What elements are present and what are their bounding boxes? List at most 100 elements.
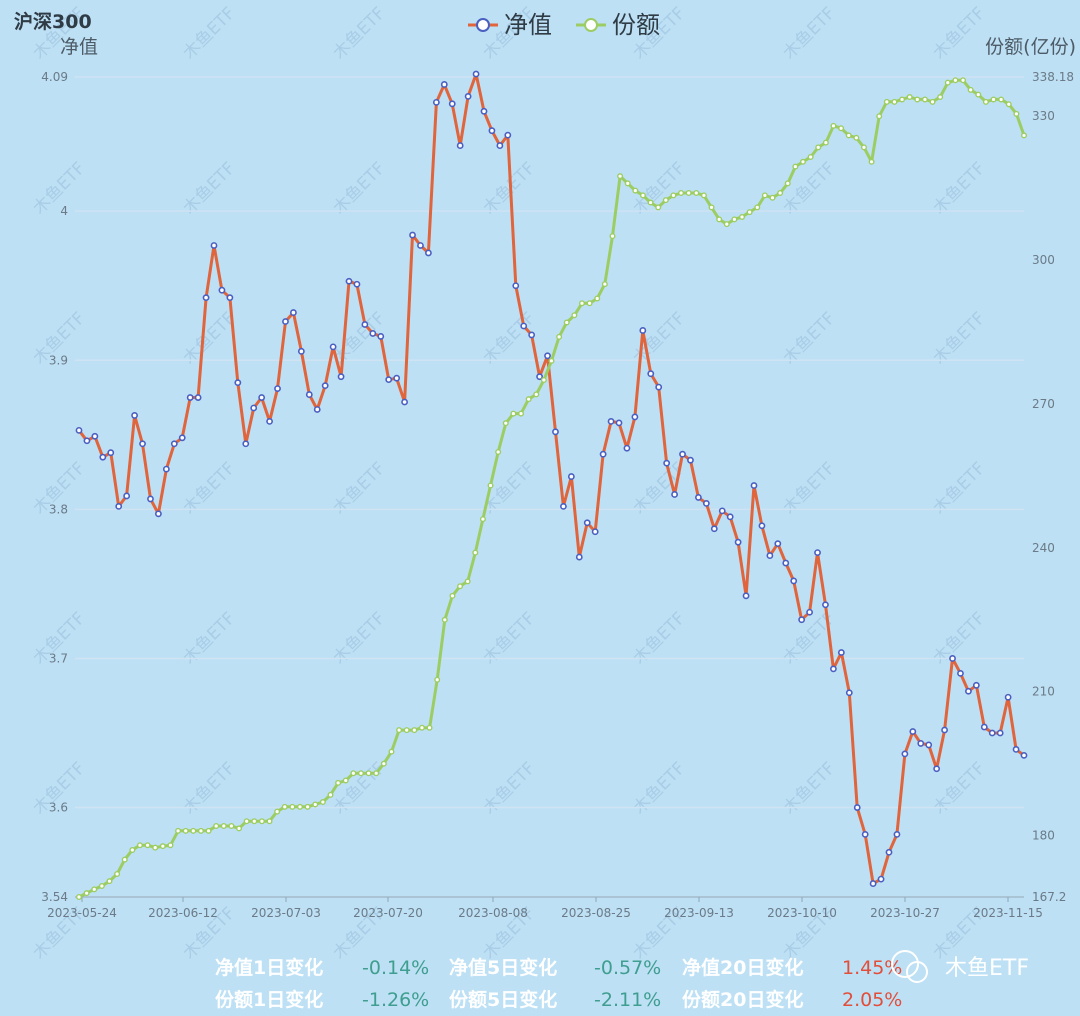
data-point-份额 [921, 96, 928, 103]
data-point-净值 [591, 528, 599, 536]
right-tick-label: 240 [1032, 541, 1055, 555]
watermark-text: 木鱼ETF [479, 758, 539, 818]
data-point-净值 [917, 740, 925, 747]
data-point-净值 [162, 465, 170, 473]
data-point-份额 [540, 377, 547, 384]
left-tick-label: 3.7 [49, 651, 68, 665]
data-point-份额 [944, 79, 951, 86]
data-point-份额 [678, 189, 685, 196]
data-point-净值 [758, 522, 766, 530]
watermark-text: 木鱼ETF [329, 608, 389, 668]
data-point-净值 [297, 347, 305, 355]
data-point-净值 [615, 419, 623, 427]
data-point-净值 [607, 417, 615, 425]
left-tick-label: 3.54 [41, 890, 68, 904]
data-point-净值 [996, 729, 1004, 737]
data-point-净值 [480, 107, 488, 115]
data-point-份额 [83, 890, 90, 897]
data-point-净值 [337, 373, 345, 381]
data-point-份额 [594, 295, 601, 302]
data-point-份额 [426, 724, 433, 731]
data-point-份额 [822, 139, 829, 146]
data-point-净值 [925, 741, 933, 749]
data-point-净值 [885, 848, 893, 856]
x-tick-label: 2023-09-13 [664, 906, 734, 920]
data-point-净值 [155, 510, 162, 518]
data-point-净值 [266, 417, 273, 425]
data-point-份额 [213, 823, 220, 830]
legend[interactable]: 净值 份额 [468, 11, 660, 39]
data-point-份额 [655, 204, 662, 211]
data-point-净值 [822, 601, 829, 609]
data-point-份额 [617, 173, 624, 180]
data-point-净值 [893, 830, 901, 838]
data-point-份额 [121, 856, 128, 863]
data-point-份额 [152, 844, 159, 851]
data-point-净值 [941, 726, 948, 734]
watermark-text: 木鱼ETF [479, 608, 539, 668]
data-point-份额 [632, 187, 639, 194]
data-point-净值 [814, 549, 821, 556]
data-point-净值 [766, 552, 774, 559]
data-point-份额 [243, 818, 250, 825]
data-point-份额 [670, 192, 677, 199]
data-point-净值 [425, 249, 432, 257]
data-point-份额 [297, 803, 304, 810]
data-point-净值 [830, 665, 837, 673]
data-point-份额 [342, 777, 349, 784]
data-point-份额 [335, 779, 342, 786]
data-point-份额 [952, 77, 959, 84]
data-point-份额 [799, 158, 806, 165]
watermark-text: 木鱼ETF [179, 608, 239, 668]
data-point-净值 [194, 394, 202, 401]
data-point-份额 [716, 216, 723, 223]
stat-label: 份额20日变化 [682, 988, 803, 1011]
legend-item-净值[interactable]: 净值 [468, 11, 552, 39]
data-point-份额 [388, 748, 395, 755]
data-point-净值 [345, 277, 353, 285]
data-point-净值 [1012, 746, 1020, 753]
data-point-净值 [83, 437, 91, 445]
legend-item-份额[interactable]: 份额 [576, 11, 660, 39]
data-point-净值 [631, 413, 639, 421]
data-point-净值 [949, 655, 956, 662]
legend-marker [476, 18, 490, 32]
data-point-净值 [226, 294, 234, 302]
data-point-份额 [144, 842, 151, 849]
data-point-净值 [845, 689, 853, 697]
data-point-份额 [91, 886, 98, 893]
data-point-份额 [434, 676, 441, 683]
data-point-份额 [876, 113, 883, 120]
right-tick-label: 270 [1032, 397, 1055, 411]
data-point-净值 [837, 649, 845, 656]
data-point-份额 [761, 192, 768, 199]
stat-value: -0.57% [594, 957, 661, 979]
data-point-份额 [205, 827, 212, 834]
stat-label: 份额1日变化 [215, 988, 323, 1011]
data-point-份额 [845, 132, 852, 139]
x-tick-label: 2023-10-10 [767, 906, 837, 920]
data-point-份额 [1005, 101, 1012, 108]
data-point-份额 [937, 94, 944, 101]
data-point-份额 [723, 221, 730, 228]
data-point-份额 [487, 482, 494, 489]
data-point-份额 [754, 204, 761, 211]
data-point-净值 [782, 559, 790, 567]
data-point-份额 [548, 357, 555, 364]
data-point-份额 [533, 391, 540, 398]
data-point-净值 [639, 327, 647, 334]
data-point-份额 [868, 158, 875, 165]
x-tick-label: 2023-10-27 [870, 906, 940, 920]
data-point-份额 [571, 312, 578, 319]
stat-value: -1.26% [362, 989, 429, 1011]
watermark-text: 木鱼ETF [929, 3, 989, 63]
data-point-份额 [502, 420, 509, 427]
data-point-份额 [624, 180, 631, 187]
data-point-净值 [560, 502, 567, 510]
data-point-份额 [357, 770, 364, 777]
brand: 木鱼ETF [891, 950, 1029, 983]
data-point-净值 [210, 242, 218, 249]
data-point-净值 [218, 286, 226, 294]
data-point-份额 [731, 216, 738, 223]
data-point-净值 [623, 444, 631, 452]
